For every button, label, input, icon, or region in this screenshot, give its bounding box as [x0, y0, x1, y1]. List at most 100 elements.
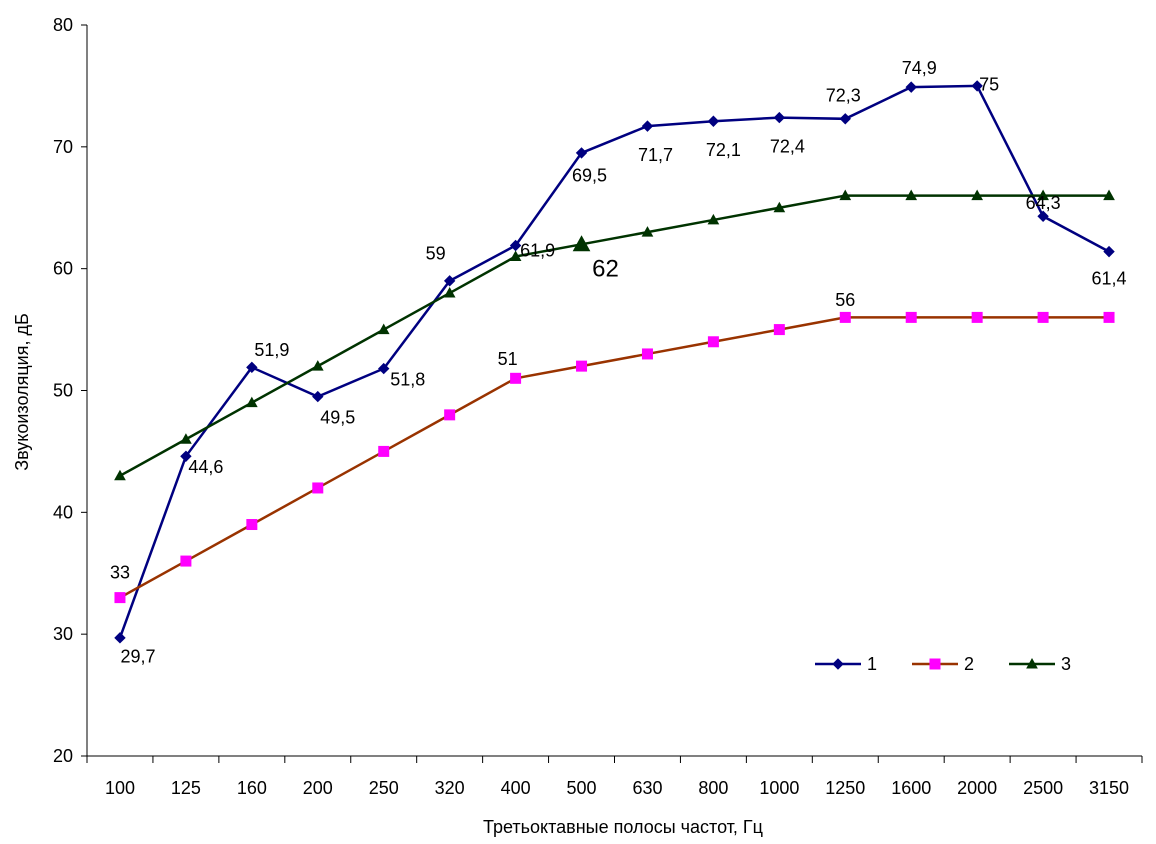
- x-axis-title: Третьоктавные полосы частот, Гц: [483, 817, 763, 837]
- legend-item-2: 2: [912, 654, 974, 674]
- data-label: 64,3: [1026, 193, 1061, 213]
- data-label: 62: [592, 256, 619, 283]
- x-tick-label: 320: [435, 778, 465, 798]
- x-tick-label: 1600: [891, 778, 931, 798]
- data-point-2: [641, 348, 653, 360]
- data-point-2: [180, 555, 192, 567]
- y-tick-label: 40: [53, 502, 73, 522]
- data-point-2: [773, 324, 785, 336]
- series-line-1: [118, 84, 1110, 639]
- data-point-2: [114, 592, 126, 604]
- data-point-2: [905, 311, 917, 323]
- x-tick-label: 500: [567, 778, 597, 798]
- data-label: 75: [979, 75, 999, 95]
- legend-marker: [1026, 657, 1038, 669]
- data-point-2: [707, 336, 719, 348]
- y-tick-label: 70: [53, 137, 73, 157]
- data-point-2: [1103, 311, 1115, 323]
- data-point-1: [378, 362, 390, 375]
- data-point-1: [839, 113, 851, 125]
- data-point-3: [773, 201, 786, 213]
- data-point-1: [246, 361, 258, 374]
- data-point-2: [378, 445, 390, 457]
- data-point-3: [707, 213, 720, 225]
- data-point-1: [114, 632, 126, 644]
- data-point-1: [180, 450, 192, 462]
- data-point-3: [509, 250, 522, 261]
- data-label: 59: [426, 244, 446, 264]
- data-point-2: [246, 519, 258, 531]
- x-tick-label: 1000: [759, 778, 799, 798]
- data-point-2: [971, 311, 983, 323]
- data-point-3: [641, 226, 654, 237]
- data-point-2: [576, 360, 588, 372]
- data-point-3: [377, 323, 390, 335]
- data-point-1: [905, 81, 917, 93]
- x-tick-label: 400: [501, 778, 531, 798]
- legend-item-3: 3: [1009, 654, 1071, 674]
- data-point-3: [905, 189, 918, 201]
- x-tick-label: 125: [171, 778, 201, 798]
- series-line-3: [119, 194, 1110, 477]
- data-point-1: [443, 275, 456, 287]
- data-label: 51,8: [390, 369, 425, 389]
- data-label: 56: [835, 290, 855, 310]
- data-point-1: [1103, 245, 1115, 258]
- x-tick-label: 2000: [957, 778, 997, 798]
- x-tick-label: 160: [237, 778, 267, 798]
- x-tick-label: 3150: [1089, 778, 1129, 798]
- data-label: 69,5: [572, 166, 607, 186]
- data-point-3: [180, 433, 192, 444]
- data-point-3: [114, 469, 126, 481]
- data-point-1: [312, 390, 324, 403]
- data-label: 74,9: [902, 58, 937, 78]
- data-label: 33: [110, 562, 130, 582]
- y-tick-label: 80: [53, 15, 73, 35]
- legend: 1 2 3: [815, 654, 1071, 674]
- data-point-3: [1037, 189, 1049, 201]
- data-label: 71,7: [638, 145, 673, 165]
- data-point-1: [773, 111, 786, 124]
- x-tick-label: 630: [632, 778, 662, 798]
- data-point-3: [1103, 189, 1115, 201]
- series-layer: [114, 80, 1115, 644]
- data-point-3: [971, 189, 984, 201]
- x-axis-ticks: 100 125 160 200 250 320 400 500 630 800 1000 1250 16…: [86, 756, 1143, 798]
- data-label: 51: [498, 349, 518, 369]
- data-point-1: [971, 80, 983, 92]
- series-2: [114, 311, 1115, 604]
- x-tick-label: 200: [303, 778, 333, 798]
- x-tick-label: 800: [698, 778, 728, 798]
- y-tick-label: 60: [53, 259, 73, 279]
- data-label: 72,1: [706, 140, 741, 160]
- series-line-2: [119, 316, 1110, 599]
- series-1: [114, 80, 1115, 644]
- data-point-3: [443, 287, 456, 298]
- legend-label: 1: [867, 654, 877, 674]
- data-labels: 29,7 44,6 51,9 49,5 51,8 59 61,9 69,5 71,7 72,1 72…: [110, 58, 1127, 667]
- data-point-2: [510, 372, 522, 384]
- x-tick-label: 2500: [1023, 778, 1063, 798]
- data-label: 72,3: [826, 86, 861, 106]
- data-label: 72,4: [770, 136, 805, 156]
- legend-label: 2: [964, 654, 974, 674]
- data-label: 29,7: [120, 647, 155, 667]
- data-point-1: [641, 120, 654, 132]
- x-tick-label: 1250: [825, 778, 865, 798]
- y-tick-label: 50: [53, 381, 73, 401]
- y-tick-label: 30: [53, 624, 73, 644]
- data-point-2: [312, 482, 324, 494]
- legend-marker: [832, 658, 844, 670]
- data-point-1: [575, 147, 588, 159]
- series-3: [114, 189, 1115, 481]
- data-point-1: [1037, 210, 1049, 222]
- data-point-1: [707, 115, 720, 127]
- data-label: 51,9: [254, 340, 289, 360]
- x-tick-label: 100: [105, 778, 135, 798]
- y-axis-ticks: 20 30 40 50 60 70 80: [53, 15, 87, 766]
- data-label: 61,9: [520, 240, 555, 260]
- chart-axes: [86, 25, 1142, 757]
- x-tick-label: 250: [369, 778, 399, 798]
- legend-item-1: 1: [815, 654, 877, 674]
